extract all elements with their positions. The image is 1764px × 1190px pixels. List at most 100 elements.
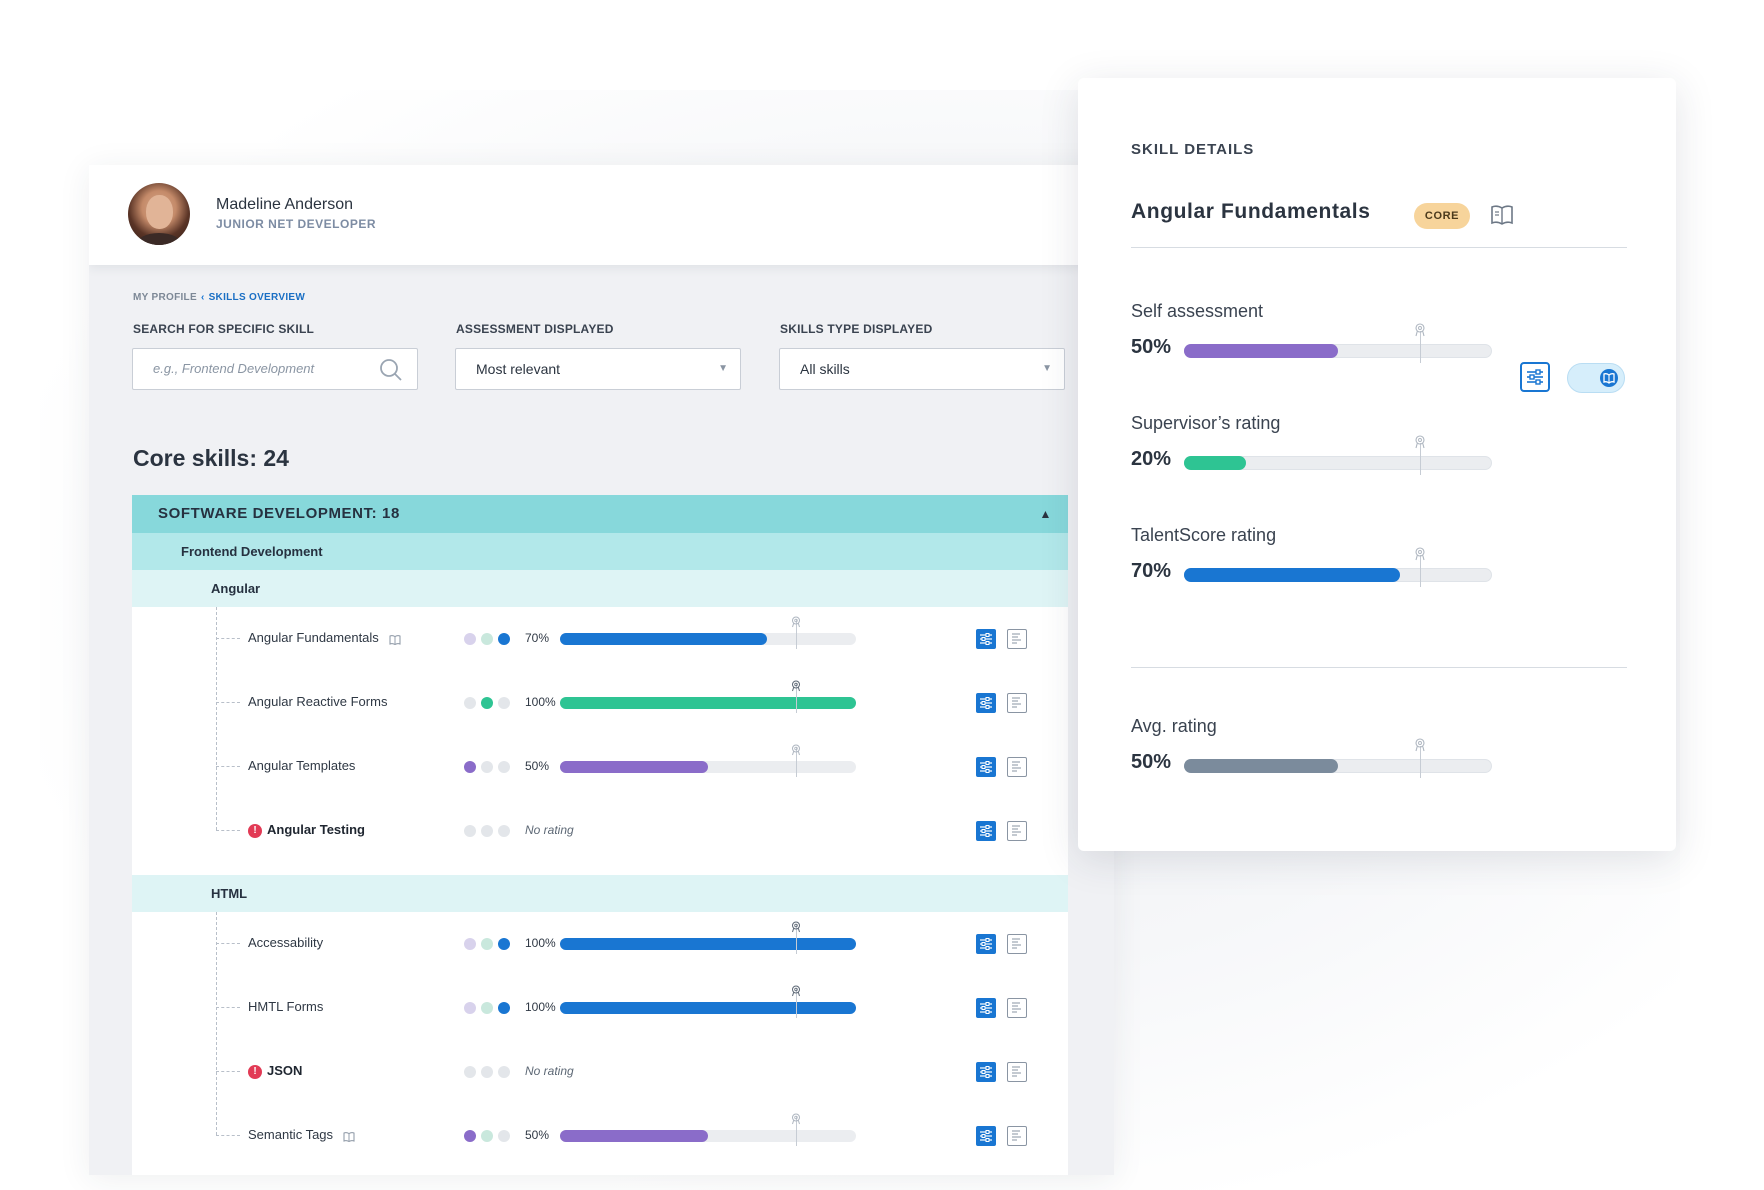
target-pin-icon: [1413, 738, 1427, 752]
adjust-rating-button[interactable]: [1520, 362, 1550, 392]
subcategory-label: Frontend Development: [181, 544, 323, 559]
core-skills-title: Core skills: 24: [133, 445, 289, 471]
assessment-select[interactable]: Most relevant ▼: [455, 348, 741, 390]
group-label: Angular: [211, 581, 261, 596]
document-icon: [1008, 938, 1026, 957]
tree-connector: [216, 1071, 240, 1072]
rating-dots: [464, 1066, 515, 1084]
group-header-angular[interactable]: Angular: [132, 570, 1068, 607]
panel-rating-bar: [1184, 547, 1492, 587]
book-icon[interactable]: [389, 632, 401, 650]
adjust-rating-button[interactable]: [976, 934, 996, 954]
sliders-icon: [976, 1002, 996, 1022]
panel-rating-bar-fill: [1184, 344, 1338, 358]
skill-details-button[interactable]: [1007, 998, 1027, 1018]
target-pin-icon: [790, 920, 802, 933]
skill-details-button[interactable]: [1007, 757, 1027, 777]
subcategory-header[interactable]: Frontend Development: [132, 533, 1068, 570]
panel-rating-percent: 20%: [1131, 448, 1172, 470]
skill-row[interactable]: Semantic Tags 50%: [132, 1104, 1068, 1168]
skill-name[interactable]: HMTL Forms: [248, 999, 324, 1014]
skill-name[interactable]: Semantic Tags: [248, 1127, 334, 1142]
rating-dot: [498, 1130, 510, 1142]
rating-dots: [464, 1002, 515, 1020]
search-icon[interactable]: [379, 358, 403, 382]
sliders-icon: [976, 633, 996, 653]
target-marker: [1420, 443, 1421, 475]
skill-details-button[interactable]: [1007, 821, 1027, 841]
skill-details-button[interactable]: [1007, 629, 1027, 649]
skill-row[interactable]: Accessability 100%: [132, 912, 1068, 976]
tree-connector: [216, 1135, 240, 1136]
rating-bar: [560, 1113, 856, 1146]
skill-row[interactable]: HMTL Forms 100%: [132, 976, 1068, 1040]
adjust-rating-button[interactable]: [976, 629, 996, 649]
document-icon: [1008, 1130, 1026, 1149]
breadcrumb-skills-overview[interactable]: SKILLS OVERVIEW: [208, 292, 306, 303]
skill-row[interactable]: Angular Reactive Forms 100%: [132, 671, 1068, 735]
breadcrumb: MY PROFILE ‹ SKILLS OVERVIEW: [133, 292, 305, 303]
skill-details-button[interactable]: [1007, 1126, 1027, 1146]
skill-name[interactable]: Angular Reactive Forms: [248, 694, 388, 709]
profile-header: Madeline Anderson JUNIOR NET DEVELOPER: [89, 165, 1114, 265]
skill-details-button[interactable]: [1007, 693, 1027, 713]
panel-title: SKILL DETAILS: [1131, 141, 1255, 158]
rating-percent: 100%: [525, 936, 556, 950]
rating-bar-fill: [560, 633, 767, 645]
panel-rating-bar-fill: [1184, 456, 1246, 470]
avatar[interactable]: [128, 183, 190, 245]
target-marker: [796, 924, 797, 954]
target-marker: [1420, 746, 1421, 778]
breadcrumb-my-profile[interactable]: MY PROFILE: [133, 292, 197, 303]
category-header[interactable]: SOFTWARE DEVELOPMENT: 18 ▲: [132, 495, 1068, 533]
tree-connector: [216, 943, 240, 944]
skill-details-button[interactable]: [1007, 934, 1027, 954]
skill-list: Accessability 100% HMTL Forms 100%! JSON No r…: [132, 912, 1068, 1175]
adjust-rating-button[interactable]: [976, 757, 996, 777]
adjust-rating-button[interactable]: [976, 998, 996, 1018]
panel-rating-label: Self assessment: [1131, 301, 1264, 321]
target-marker: [796, 988, 797, 1018]
rating-dot: [481, 1066, 493, 1078]
skill-details-button[interactable]: [1007, 1062, 1027, 1082]
skill-name[interactable]: Accessability: [248, 935, 324, 950]
target-marker: [796, 747, 797, 777]
panel-rating-label: Avg. rating: [1131, 716, 1217, 736]
rating-percent: 50%: [525, 1128, 550, 1142]
adjust-rating-button[interactable]: [976, 1062, 996, 1082]
rating-bar-fill: [560, 938, 856, 950]
learning-toggle[interactable]: [1567, 363, 1625, 393]
skill-row[interactable]: ! Angular Testing No rating: [132, 799, 1068, 863]
target-pin-icon: [790, 679, 802, 692]
tree-connector: [216, 638, 240, 639]
adjust-rating-button[interactable]: [976, 1126, 996, 1146]
rating-percent: 70%: [525, 631, 550, 645]
panel-rating-percent: 50%: [1131, 336, 1172, 358]
skill-name[interactable]: Angular Templates: [248, 758, 356, 773]
tree-connector: [216, 1007, 240, 1008]
skill-name[interactable]: Angular Testing: [267, 822, 365, 837]
rating-bar: [560, 616, 856, 649]
adjust-rating-button[interactable]: [976, 693, 996, 713]
sliders-icon: [976, 761, 996, 781]
skills-type-value: All skills: [800, 361, 850, 377]
search-input[interactable]: e.g., Frontend Development: [132, 348, 418, 390]
book-icon[interactable]: [343, 1129, 355, 1147]
rating-dot: [464, 633, 476, 645]
group-header-html[interactable]: HTML: [132, 875, 1068, 912]
skill-name[interactable]: JSON: [267, 1063, 303, 1078]
chevron-up-icon[interactable]: ▲: [1039, 507, 1052, 521]
panel-rating-label: Supervisor’s rating: [1131, 413, 1281, 433]
skill-row[interactable]: Angular Fundamentals 70%: [132, 607, 1068, 671]
target-marker: [796, 619, 797, 649]
skills-type-select[interactable]: All skills ▼: [779, 348, 1065, 390]
rating-dot: [498, 825, 510, 837]
skill-row[interactable]: ! JSON No rating: [132, 1040, 1068, 1104]
tree-line: [216, 912, 217, 1135]
skill-name[interactable]: Angular Fundamentals: [248, 630, 379, 645]
book-icon[interactable]: [1490, 204, 1514, 226]
adjust-rating-button[interactable]: [976, 821, 996, 841]
rating-dots: [464, 633, 515, 651]
skill-row[interactable]: Angular Templates 50%: [132, 735, 1068, 799]
panel-divider: [1131, 247, 1627, 248]
